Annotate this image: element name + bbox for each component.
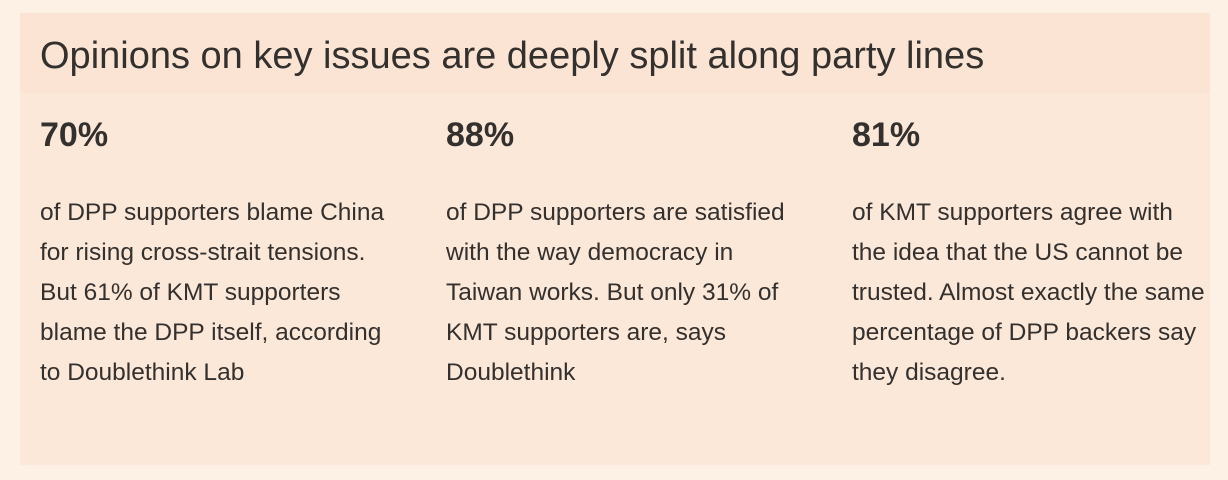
stat-value: 70% (40, 116, 109, 154)
page-title: Opinions on key issues are deeply split … (40, 35, 985, 77)
stat-description: of KMT supporters agree with the idea th… (852, 199, 1205, 386)
stat-block-kmt-distrust-us: 81% of KMT supporters agree with the ide… (852, 113, 1212, 393)
stat-description: of DPP supporters blame China for rising… (40, 199, 385, 386)
stat-value: 88% (446, 116, 515, 154)
stat-value: 81% (852, 116, 921, 154)
stat-block-dpp-blame-china: 70% of DPP supporters blame China for ri… (40, 113, 400, 393)
stat-block-dpp-democracy-satisfaction: 88% of DPP supporters are satisfied with… (446, 113, 806, 393)
stat-description: of DPP supporters are satisfied with the… (446, 199, 785, 386)
infographic-panel: Opinions on key issues are deeply split … (20, 13, 1210, 465)
header-band: Opinions on key issues are deeply split … (20, 13, 1210, 93)
